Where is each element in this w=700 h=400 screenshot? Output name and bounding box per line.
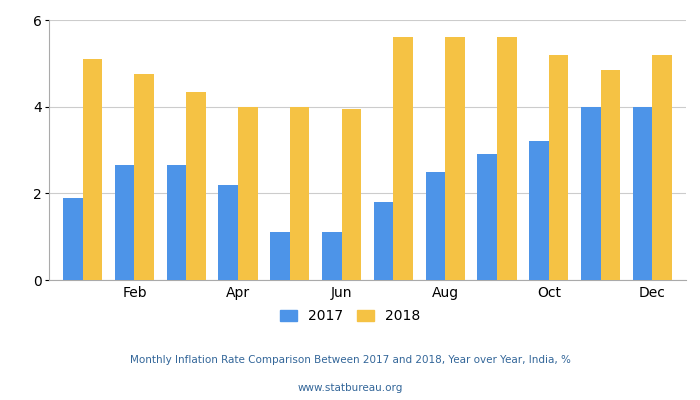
Bar bbox=[374, 202, 393, 280]
Bar bbox=[652, 55, 672, 280]
Bar bbox=[477, 154, 497, 280]
Bar bbox=[445, 37, 465, 280]
Bar bbox=[83, 59, 102, 280]
Bar bbox=[115, 165, 134, 280]
Bar bbox=[581, 107, 601, 280]
Bar bbox=[601, 70, 620, 280]
Bar bbox=[218, 185, 238, 280]
Bar bbox=[633, 107, 652, 280]
Bar bbox=[238, 107, 258, 280]
Bar bbox=[549, 55, 568, 280]
Bar bbox=[290, 107, 309, 280]
Legend: 2017, 2018: 2017, 2018 bbox=[276, 305, 424, 327]
Bar bbox=[167, 165, 186, 280]
Bar bbox=[63, 198, 83, 280]
Bar bbox=[393, 37, 413, 280]
Bar bbox=[529, 141, 549, 280]
Bar bbox=[497, 37, 517, 280]
Bar bbox=[186, 92, 206, 280]
Bar bbox=[342, 109, 361, 280]
Bar bbox=[134, 74, 154, 280]
Text: www.statbureau.org: www.statbureau.org bbox=[298, 383, 402, 393]
Text: Monthly Inflation Rate Comparison Between 2017 and 2018, Year over Year, India, : Monthly Inflation Rate Comparison Betwee… bbox=[130, 355, 570, 365]
Bar bbox=[426, 172, 445, 280]
Bar bbox=[270, 232, 290, 280]
Bar bbox=[322, 232, 342, 280]
